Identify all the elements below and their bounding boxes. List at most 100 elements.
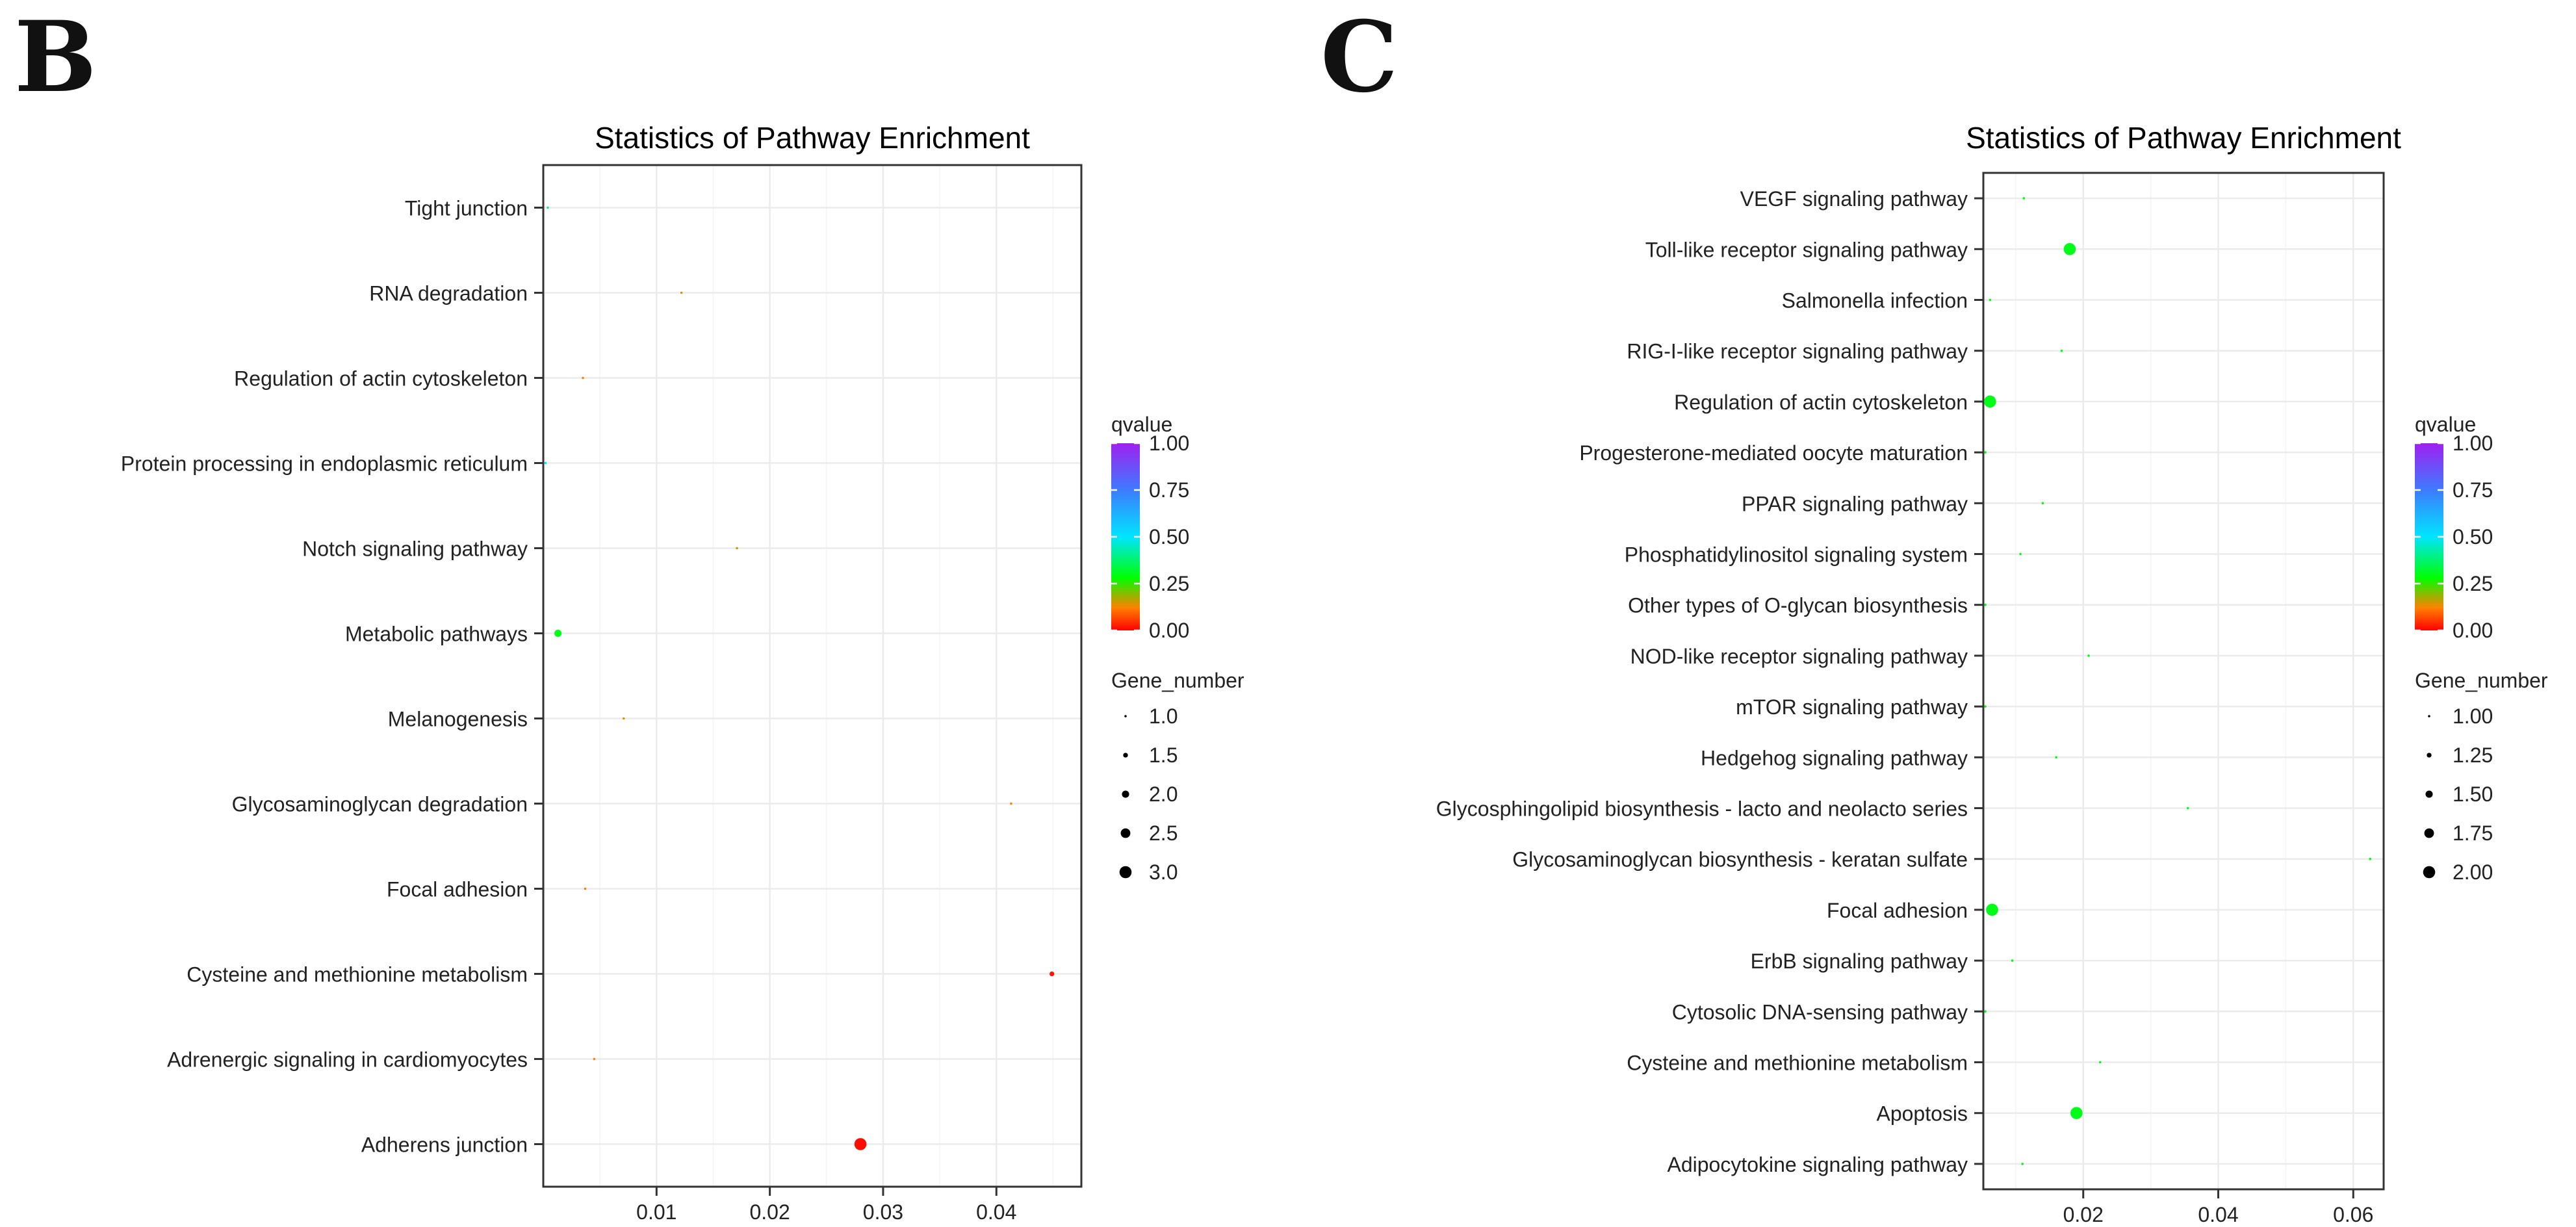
data-point — [2098, 1061, 2102, 1064]
y-tick-label: Protein processing in endoplasmic reticu… — [121, 452, 528, 476]
size-legend-label: 1.25 — [2453, 743, 2493, 767]
gene-number-legend-title: Gene_number — [2415, 669, 2548, 692]
y-tick-label: Metabolic pathways — [345, 623, 528, 646]
data-point — [554, 629, 562, 638]
data-point — [2022, 197, 2026, 200]
data-point — [2055, 756, 2057, 759]
size-legend-label: 1.50 — [2453, 782, 2493, 806]
x-tick-label: 0.04 — [2198, 1203, 2238, 1226]
y-tick-label: Phosphatidylinositol signaling system — [1625, 543, 1968, 567]
x-tick-label: 0.02 — [749, 1200, 790, 1224]
y-tick-label: Adrenergic signaling in cardiomyocytes — [167, 1048, 528, 1072]
size-legend-label: 1.0 — [1149, 704, 1178, 728]
y-tick-label: Notch signaling pathway — [302, 537, 528, 561]
colorbar-label: 0.25 — [2453, 572, 2493, 595]
data-point — [2021, 1163, 2024, 1165]
data-point — [582, 376, 584, 380]
size-legend-label: 1.75 — [2453, 821, 2493, 845]
data-point — [1010, 802, 1012, 805]
y-tick-label: Hedgehog signaling pathway — [1701, 746, 1968, 769]
data-point — [1984, 395, 1996, 408]
data-point — [1050, 971, 1055, 977]
size-legend-label: 2.00 — [2453, 860, 2493, 884]
y-tick-label: Focal adhesion — [1827, 899, 1968, 922]
plot-border — [542, 164, 1083, 1188]
size-legend-key — [1124, 715, 1127, 717]
colorbar-label: 0.75 — [1149, 478, 1189, 502]
panel-letter: B — [14, 0, 97, 114]
x-tick-label: 0.03 — [863, 1200, 903, 1224]
panel-c: C Statistics of Pathway Enrichment VEGF si… — [1320, 0, 2548, 1226]
y-tick-label: Melanogenesis — [388, 708, 528, 731]
colorbar-label: 0.00 — [2453, 619, 2493, 642]
size-legend-key — [2423, 866, 2436, 879]
y-tick-label: Apoptosis — [1876, 1102, 1968, 1126]
y-tick-label: Focal adhesion — [387, 878, 528, 901]
data-point — [593, 1057, 596, 1061]
data-point — [2070, 1107, 2083, 1119]
data-point — [622, 717, 625, 720]
y-tick-label: Regulation of actin cytoskeleton — [234, 367, 528, 391]
panel-letter: C — [1320, 0, 1398, 114]
data-point — [736, 547, 738, 550]
qvalue-legend-title: qvalue — [2415, 413, 2476, 436]
size-legend-key — [1123, 753, 1128, 758]
qvalue-legend-title: qvalue — [1111, 413, 1172, 436]
size-legend-label: 1.00 — [2453, 704, 2493, 728]
y-tick-label: Progesterone-mediated oocyte maturation — [1579, 441, 1968, 465]
size-legend-label: 1.5 — [1149, 743, 1178, 767]
colorbar-label: 0.25 — [1149, 572, 1189, 595]
data-point — [680, 291, 683, 294]
data-point — [2060, 349, 2063, 352]
data-point — [2011, 959, 2014, 962]
data-point — [1986, 903, 1998, 916]
y-tick-label: Adipocytokine signaling pathway — [1667, 1153, 1968, 1176]
size-legend-key — [2428, 715, 2430, 717]
size-legend-key — [2427, 753, 2432, 758]
data-point — [584, 887, 587, 890]
y-tick-label: Glycosaminoglycan biosynthesis - keratan… — [1512, 848, 1968, 872]
data-point — [2087, 654, 2090, 657]
y-tick-label: RIG-I-like receptor signaling pathway — [1627, 340, 1968, 363]
data-point — [2063, 243, 2076, 255]
plot-border — [1982, 172, 2385, 1191]
data-point — [2369, 857, 2372, 860]
size-legend-key — [1119, 866, 1132, 879]
data-point — [2019, 552, 2022, 556]
size-legend-key — [2424, 828, 2434, 838]
data-point — [544, 461, 547, 465]
gene-number-legend-title: Gene_number — [1111, 669, 1244, 692]
y-tick-label: RNA degradation — [369, 282, 528, 305]
data-point — [1984, 603, 1987, 606]
data-point — [1984, 705, 1987, 708]
y-tick-label: Cysteine and methionine metabolism — [187, 963, 528, 987]
x-tick-label: 0.06 — [2333, 1203, 2373, 1226]
y-tick-label: ErbB signaling pathway — [1751, 949, 1968, 973]
x-tick-label: 0.01 — [636, 1200, 676, 1224]
y-tick-label: Glycosaminoglycan degradation — [232, 793, 528, 816]
chart-title: Statistics of Pathway Enrichment — [1966, 121, 2401, 155]
colorbar-label: 0.50 — [2453, 525, 2493, 549]
size-legend-key — [1122, 790, 1129, 798]
size-legend-label: 2.5 — [1149, 821, 1178, 845]
colorbar-label: 1.00 — [1149, 432, 1189, 455]
y-tick-label: Other types of O-glycan biosynthesis — [1628, 594, 1968, 617]
x-tick-label: 0.04 — [976, 1200, 1016, 1224]
y-tick-label: PPAR signaling pathway — [1742, 492, 1968, 515]
data-point — [2186, 807, 2189, 810]
size-legend-key — [2425, 790, 2433, 798]
size-legend-key — [1120, 828, 1131, 838]
data-point — [1984, 451, 1987, 454]
y-tick-label: mTOR signaling pathway — [1736, 695, 1968, 719]
y-tick-label: Toll-like receptor signaling pathway — [1645, 238, 1968, 261]
chart-title: Statistics of Pathway Enrichment — [595, 121, 1030, 155]
size-legend-label: 3.0 — [1149, 860, 1178, 884]
y-tick-label: VEGF signaling pathway — [1740, 187, 1968, 211]
y-tick-label: Regulation of actin cytoskeleton — [1674, 391, 1968, 414]
size-legend-label: 2.0 — [1149, 782, 1178, 806]
colorbar-label: 1.00 — [2453, 432, 2493, 455]
data-point — [2041, 502, 2044, 505]
x-tick-label: 0.02 — [2063, 1203, 2104, 1226]
colorbar-label: 0.00 — [1149, 619, 1189, 642]
